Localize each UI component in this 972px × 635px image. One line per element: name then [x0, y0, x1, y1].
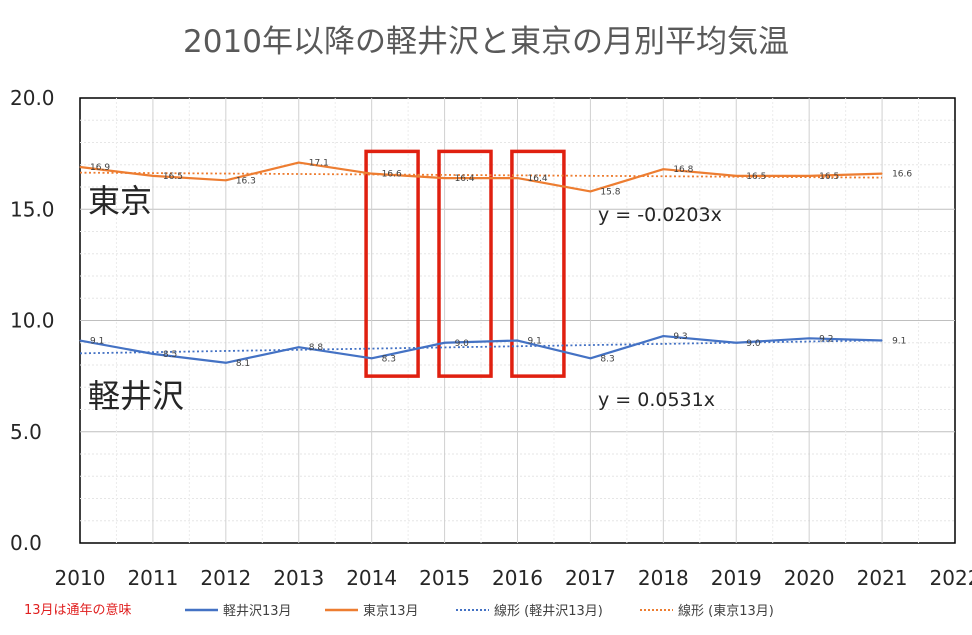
data-label: 8.5	[163, 350, 177, 360]
legend: 軽井沢13月 東京13月 線形 (軽井沢13月) 線形 (東京13月)	[185, 603, 774, 619]
highlight-box	[510, 149, 566, 378]
data-label: 16.4	[528, 174, 548, 184]
x-tick-label: 2020	[784, 566, 835, 590]
trendlines	[79, 171, 883, 355]
data-label: 9.0	[455, 339, 470, 349]
data-point	[662, 335, 664, 337]
highlight-box	[364, 149, 420, 378]
data-point	[589, 357, 591, 359]
data-point	[735, 175, 737, 177]
y-tick-label: 15.0	[10, 197, 55, 221]
data-label: 16.8	[673, 165, 693, 175]
note-text: 13月は通年の意味	[24, 602, 132, 618]
data-label: 16.6	[382, 170, 402, 180]
data-point	[152, 175, 154, 177]
x-tick-label: 2021	[857, 566, 908, 590]
x-tick-label: 2011	[127, 566, 178, 590]
data-label: 16.4	[455, 174, 475, 184]
chart-title: 2010年以降の軽井沢と東京の月別平均気温	[183, 24, 789, 60]
x-tick-label: 2019	[711, 566, 762, 590]
legend-label-tokyo-trend: 線形 (東京13月)	[678, 603, 774, 619]
data-label: 16.9	[90, 163, 110, 173]
data-point	[79, 340, 81, 342]
data-point	[79, 166, 81, 168]
highlight-box	[437, 149, 493, 378]
axis-ticks: 0.0 5.0 10.0 15.0 20.0 2010 2011 2012 2013 2014 20…	[10, 86, 972, 590]
data-label: 16.5	[819, 172, 839, 182]
series-line	[79, 334, 883, 364]
data-point	[589, 190, 591, 192]
data-point	[444, 342, 446, 344]
data-point	[371, 357, 373, 359]
trendline	[79, 171, 883, 179]
x-tick-label: 2015	[419, 566, 470, 590]
tokyo-trend-equation: y = -0.0203x	[598, 204, 722, 226]
y-tick-label: 20.0	[10, 86, 55, 110]
data-point	[298, 346, 300, 348]
data-point	[808, 175, 810, 177]
x-tick-label: 2017	[565, 566, 616, 590]
x-tick-label: 2016	[492, 566, 543, 590]
data-label: 9.1	[90, 337, 104, 347]
x-tick-label: 2013	[273, 566, 324, 590]
data-point	[152, 353, 154, 355]
legend-label-karuizawa: 軽井沢13月	[223, 604, 292, 619]
data-label: 15.8	[600, 187, 620, 197]
data-point	[881, 173, 883, 175]
data-point	[881, 340, 883, 342]
data-label: 9.0	[746, 339, 761, 349]
data-labels: 9.1 8.5 8.1 8.8 8.3 9.0 9.1 8.3 9.3 9.0 9.2 9.1 16.9…	[90, 159, 912, 369]
data-point	[517, 340, 518, 342]
series-line	[79, 161, 883, 193]
data-point	[808, 337, 810, 339]
karuizawa-trend-equation: y = 0.0531x	[598, 389, 715, 411]
data-label: 9.3	[673, 332, 687, 342]
data-point	[517, 177, 518, 179]
legend-label-karuizawa-trend: 線形 (軽井沢13月)	[494, 603, 603, 619]
series-lines	[79, 161, 883, 364]
x-tick-label: 2012	[200, 566, 251, 590]
data-point	[662, 168, 664, 170]
data-label: 16.5	[163, 172, 183, 182]
data-point	[225, 179, 227, 181]
data-label: 8.1	[236, 359, 250, 369]
data-point	[298, 162, 300, 164]
y-tick-label: 10.0	[10, 309, 55, 333]
tokyo-label: 東京	[88, 182, 152, 220]
data-point	[225, 362, 227, 364]
grid	[80, 98, 955, 543]
data-label: 8.3	[382, 354, 396, 364]
data-label: 8.3	[600, 354, 614, 364]
data-label: 8.8	[309, 343, 324, 353]
data-point	[735, 342, 737, 344]
data-label: 9.2	[819, 334, 833, 344]
trendline	[79, 339, 883, 355]
data-point	[444, 177, 446, 179]
data-point	[371, 173, 373, 175]
data-label: 9.1	[892, 337, 906, 347]
data-label: 16.3	[236, 176, 256, 186]
x-tick-label: 2018	[638, 566, 689, 590]
y-tick-label: 5.0	[10, 420, 42, 444]
data-label: 16.5	[746, 172, 766, 182]
y-tick-label: 0.0	[10, 531, 42, 555]
x-tick-label: 2014	[346, 566, 397, 590]
data-label: 9.1	[528, 337, 542, 347]
legend-label-tokyo: 東京13月	[363, 603, 419, 619]
data-label: 16.6	[892, 170, 912, 180]
data-label: 17.1	[309, 159, 329, 169]
karuizawa-label: 軽井沢	[88, 377, 184, 415]
highlight-boxes	[364, 149, 566, 378]
x-tick-label: 2010	[55, 566, 106, 590]
